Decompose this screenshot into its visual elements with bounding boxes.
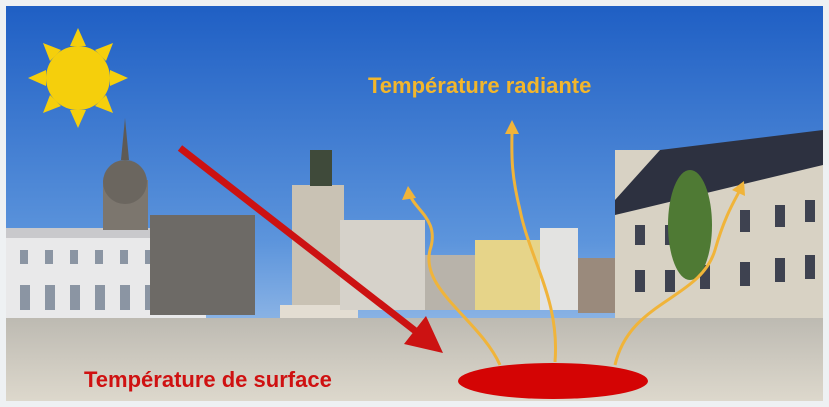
surface-spot	[458, 363, 648, 399]
radiant-label: Température radiante	[368, 73, 591, 98]
surface-label: Température de surface	[84, 367, 332, 392]
scene: Température radiante Température de surf…	[0, 0, 829, 407]
sun	[28, 28, 128, 128]
